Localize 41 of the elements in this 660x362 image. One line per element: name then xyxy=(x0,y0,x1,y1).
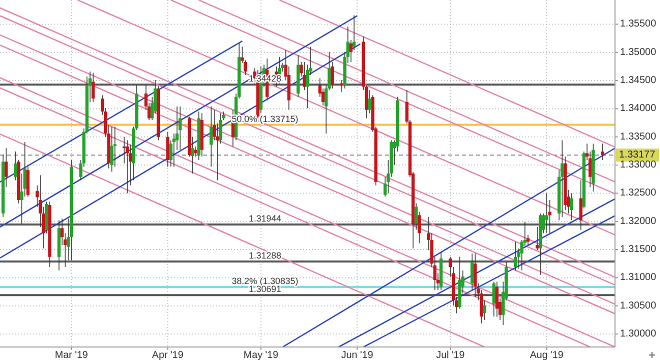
candlestick xyxy=(210,106,213,168)
y-tick-label: 1.34500 xyxy=(620,75,657,86)
candlestick xyxy=(600,143,604,160)
x-tick-label: Aug '19 xyxy=(530,350,564,361)
candlestick xyxy=(92,72,95,102)
candlestick xyxy=(368,90,372,114)
candlestick xyxy=(14,151,18,181)
candlestick xyxy=(495,281,499,317)
candlestick xyxy=(474,253,477,298)
y-tick-label: 1.31000 xyxy=(620,272,657,284)
candlestick xyxy=(514,241,518,271)
candlestick xyxy=(536,226,539,251)
candlestick xyxy=(492,281,496,317)
ref-line-label: 1.33177 xyxy=(619,150,656,161)
y-tick-label: 1.34000 xyxy=(620,103,657,114)
candlestick xyxy=(4,148,8,188)
y-tick-label: 1.32000 xyxy=(620,216,657,227)
ref-line-label: 38.2% (1.30835) xyxy=(232,276,298,286)
y-tick-label: 1.32500 xyxy=(620,188,657,199)
y-tick-label: 1.33000 xyxy=(620,160,657,171)
y-tick-label: 1.31500 xyxy=(620,244,657,256)
ref-line-label: 1.31944 xyxy=(248,214,282,224)
candlestick xyxy=(560,140,564,218)
y-tick-label: 1.30000 xyxy=(620,328,657,340)
ref-line-label: 1.34428 xyxy=(248,74,282,84)
x-tick-label: May '19 xyxy=(244,350,279,361)
y-tick-label: 1.35000 xyxy=(620,46,657,58)
x-tick-label: Jul '19 xyxy=(436,350,466,361)
candlestick xyxy=(166,131,170,168)
y-tick-label: 1.33500 xyxy=(620,131,657,142)
x-tick-label: Mar '19 xyxy=(54,350,88,361)
candlestick xyxy=(570,192,574,221)
candlestick xyxy=(110,126,114,172)
candlestick xyxy=(302,62,306,91)
x-tick-label: Apr '19 xyxy=(152,350,184,361)
candlestick xyxy=(126,140,129,194)
candlestick xyxy=(545,192,548,234)
candlestick xyxy=(178,106,182,150)
y-tick-label: 1.30500 xyxy=(620,300,657,312)
x-tick-label: Jun '19 xyxy=(341,350,374,361)
y-tick-label: 1.35500 xyxy=(620,18,657,30)
